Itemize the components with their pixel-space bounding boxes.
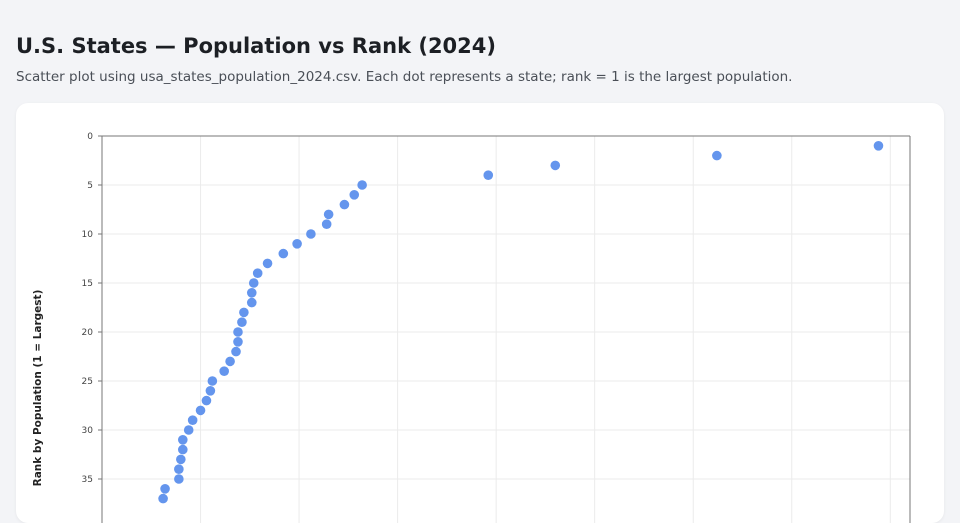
scatter-point [483, 170, 494, 180]
scatter-point [349, 190, 360, 200]
y-tick-label: 25 [82, 377, 93, 387]
scatter-plot: 0 5 10 15 20 25 30 35 Rank by Population (1 = La… [32, 132, 911, 523]
scatter-point [262, 258, 273, 269]
scatter-point [178, 435, 188, 445]
scatter-point [195, 405, 206, 416]
y-tick-label: 15 [82, 279, 93, 289]
scatter-point [323, 209, 334, 220]
scatter-point [174, 474, 184, 484]
scatter-point [246, 297, 257, 308]
scatter-point [205, 386, 216, 396]
y-axis-label: Rank by Population (1 = Largest) [32, 290, 44, 487]
scatter-point [306, 229, 316, 239]
scatter-point [158, 493, 168, 504]
scatter-point [178, 444, 188, 455]
y-tick-label: 35 [82, 475, 93, 485]
scatter-point [550, 160, 561, 171]
scatter-point [187, 415, 198, 426]
scatter-point [712, 150, 722, 161]
scatter-point [176, 454, 186, 465]
page-title: U.S. States — Population vs Rank (2024) [16, 34, 496, 58]
chart-card: 0 5 10 15 20 25 30 35 Rank by Population (1 = La… [16, 103, 944, 523]
scatter-point [278, 248, 289, 259]
scatter-point [248, 278, 259, 288]
scatter-point [292, 239, 302, 249]
y-tick-label: 10 [82, 230, 94, 240]
y-tick-label: 20 [82, 328, 94, 338]
scatter-point [233, 327, 243, 337]
scatter-point [239, 307, 249, 318]
y-tick-label: 0 [87, 132, 93, 142]
scatter-point [246, 288, 257, 298]
scatter-point [233, 337, 243, 347]
scatter-point [183, 425, 194, 435]
scatter-point [237, 317, 247, 327]
scatter-point [219, 366, 229, 377]
scatter-point [201, 395, 212, 406]
scatter-point [207, 376, 218, 386]
scatter-point [321, 219, 332, 229]
scatter-point [339, 199, 350, 210]
scatter-point [231, 346, 241, 357]
scatter-point [225, 356, 235, 367]
scatter-point [174, 464, 184, 475]
y-tick-label: 5 [87, 181, 93, 191]
y-tick-label: 30 [82, 426, 94, 436]
scatter-point [252, 268, 263, 278]
scatter-point [160, 484, 170, 494]
scatter-point [873, 141, 884, 151]
scatter-point [357, 180, 367, 190]
page-subtitle: Scatter plot using usa_states_population… [16, 69, 793, 85]
